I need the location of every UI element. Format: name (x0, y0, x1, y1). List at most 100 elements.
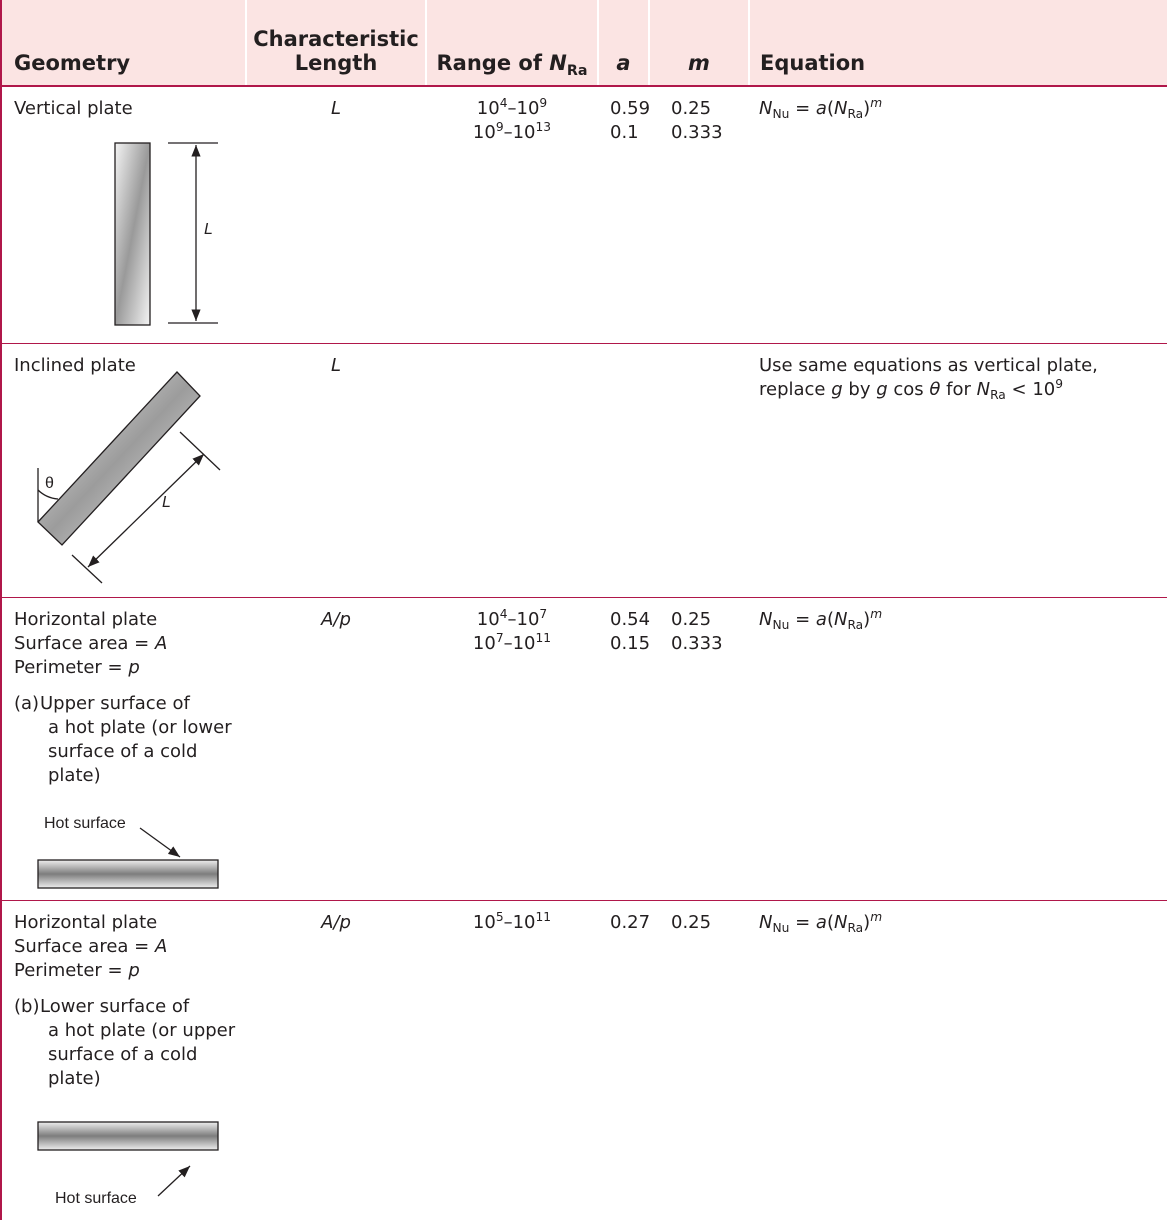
text-segment: N (759, 911, 773, 933)
text-segment: 10 (476, 98, 500, 119)
equation-cell: Use same equations as vertical plate, rep… (749, 343, 1167, 598)
text-segment: N (833, 98, 848, 119)
text-segment: m (688, 51, 710, 75)
geometry-cell: Vertical plate (0, 86, 246, 344)
text-segment: 13 (535, 120, 552, 135)
geometry-line: Vertical plate (14, 98, 133, 119)
text-segment: = (789, 911, 816, 933)
note-line: Lower surface of (40, 995, 190, 1017)
text-segment: N (833, 911, 848, 933)
text-segment: 9 (1055, 376, 1064, 391)
text-segment: N (759, 608, 773, 630)
column-header: a (597, 0, 649, 87)
range-cell-line: 109–1013 (426, 121, 598, 145)
text-segment: ) (863, 608, 871, 630)
text-segment: Nu (772, 920, 790, 935)
text-segment: A (154, 935, 168, 957)
a-cell-line: 0.54 (610, 608, 651, 630)
m-cell-line: 0.25 (671, 98, 712, 119)
a-cell-line: 0.59 (610, 98, 651, 119)
text-segment: Ra (847, 107, 864, 122)
a-cell-line: 0.15 (610, 632, 651, 654)
geometry-cell: Horizontal plate Surface area = A Perimete… (0, 597, 246, 901)
geometry-line: Horizontal plate (14, 911, 158, 933)
equation-line: NNu = a(NRa)m (759, 608, 1167, 632)
table-row: Horizontal plate Surface area = A Perimete… (0, 900, 1167, 1220)
text-segment: 10 (476, 608, 500, 630)
text-segment: m (870, 96, 883, 111)
text-segment: N (976, 378, 991, 400)
text-segment: 9 (539, 96, 548, 111)
a-cell (598, 343, 649, 598)
length-cell: L (246, 343, 426, 598)
range-cell-line: 105–1011 (426, 911, 598, 935)
header-row: Geometry Characteristic Length Range of NR… (0, 0, 1167, 87)
a-cell: 0.59 0.1 (598, 86, 651, 344)
text-segment: for (940, 378, 977, 400)
text-segment: –10 (503, 632, 536, 654)
text-segment: ) (863, 98, 871, 119)
text-segment: a (815, 911, 827, 933)
text-segment: ( (826, 98, 834, 119)
m-cell (649, 343, 749, 598)
range-cell (426, 343, 598, 598)
column-header: m (648, 0, 749, 87)
text-segment: a (815, 608, 827, 630)
note-line: a hot plate (or upper (48, 1019, 236, 1041)
m-cell-line: 0.25 (671, 608, 712, 630)
text-segment: = (789, 608, 816, 630)
text-segment: 9 (495, 120, 504, 135)
equation-line: Use same equations as vertical plate, (759, 354, 1098, 376)
text-segment: 4 (499, 96, 508, 111)
note-line: surface of a cold plate) (48, 1043, 198, 1089)
a-cell: 0.27 (598, 900, 650, 1220)
text-segment: Surface area = (14, 632, 155, 654)
text-segment: ) (863, 911, 871, 933)
geometry-line: Horizontal plate (14, 608, 158, 630)
note-line: surface of a cold plate) (48, 740, 198, 786)
m-cell-line: 0.333 (671, 122, 723, 143)
m-cell: 0.25 (649, 900, 749, 1220)
text-segment: cos (887, 378, 930, 400)
text-segment: p (128, 959, 140, 981)
text-segment: A (154, 632, 168, 654)
text-segment: –10 (503, 911, 536, 933)
range-cell: 105–1011 (426, 900, 598, 1220)
text-segment: –10 (507, 98, 540, 119)
text-segment: Nu (772, 617, 790, 632)
equation-line: NNu = a(NRa)m (759, 911, 1167, 935)
text-segment: –10 (507, 608, 540, 630)
text-segment: a (815, 98, 827, 119)
text-segment: 7 (539, 606, 548, 621)
geometry-cell: Inclined plate (0, 343, 246, 598)
range-cell-line: 104–109 (426, 97, 598, 121)
text-segment: Perimeter = (14, 959, 129, 981)
note-label: (b) (14, 995, 40, 1017)
text-segment: ( (826, 608, 834, 630)
column-header: Geometry (0, 0, 246, 87)
text-segment: θ (929, 378, 941, 400)
text-segment: 10 (472, 632, 496, 654)
a-cell: 0.54 0.15 (598, 597, 651, 901)
note-lines: Upper surface of a hot plate (or lower sur… (40, 692, 246, 788)
length-cell: A/p (246, 900, 426, 1220)
text-segment: 11 (535, 630, 552, 645)
range-cell-line: 107–1011 (426, 632, 598, 656)
text-segment: A/p (321, 911, 351, 933)
text-segment: Ra (847, 920, 864, 935)
text-segment: < 10 (1005, 378, 1056, 400)
length-cell: A/p (246, 597, 426, 901)
m-cell: 0.25 0.333 (649, 86, 749, 344)
text-segment: 10 (472, 911, 496, 933)
a-cell-line: 0.1 (610, 122, 639, 143)
m-cell: 0.25 0.333 (649, 597, 749, 901)
geometry-line: Inclined plate (14, 354, 136, 376)
geometry-cell: Horizontal plate Surface area = A Perimete… (0, 900, 246, 1220)
text-segment: Surface area = (14, 935, 155, 957)
text-segment: Perimeter = (14, 656, 129, 678)
m-cell-line: 0.333 (671, 632, 723, 654)
text-segment: p (128, 656, 140, 678)
text-segment: Ra (990, 387, 1006, 402)
